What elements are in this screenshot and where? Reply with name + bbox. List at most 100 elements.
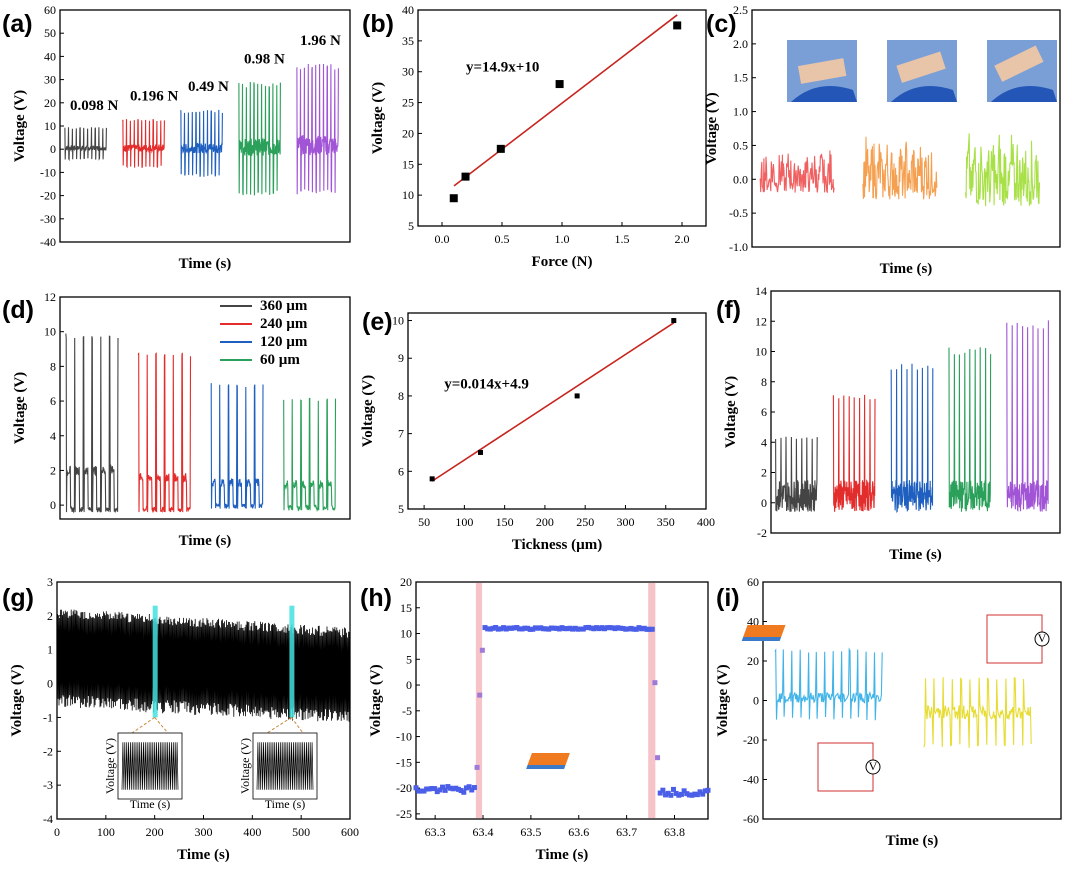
y-axis-label: Voltage (V) — [9, 664, 25, 736]
panel-b: (b) 5 10 15 20 25 30 35 40 0.0 0.5 1.0 1.5 2.0 Force (… — [362, 3, 707, 270]
inset-ylabel: Voltage (V) — [103, 738, 117, 794]
data-point — [678, 791, 684, 797]
fit-equation: y=14.9x+10 — [466, 60, 539, 76]
data-point — [555, 80, 564, 89]
xtick-label: 2.0 — [675, 232, 690, 246]
panel-label-g: (g) — [2, 584, 34, 612]
data-point — [449, 194, 458, 203]
series-line-1 — [65, 333, 119, 514]
ytick-label: 1.5 — [733, 71, 748, 85]
y-axis-label: Voltage (V) — [368, 664, 384, 736]
data-point — [418, 788, 424, 794]
data-point — [644, 626, 650, 632]
data-point — [588, 625, 594, 631]
device-block — [527, 753, 570, 765]
data-point — [628, 625, 634, 631]
series-line-3 — [964, 133, 1041, 207]
xtick-label: 300 — [616, 515, 634, 529]
ytick-label: -1.0 — [729, 240, 748, 254]
ytick-label: 5 — [408, 219, 414, 233]
data-point — [671, 318, 677, 324]
ytick-label: -0.5 — [729, 206, 748, 220]
ytick-label: 15 — [400, 601, 412, 615]
x-axis-label: Force (N) — [532, 254, 593, 270]
inset-xlabel: Time (s) — [130, 797, 171, 811]
series-line-1 — [774, 647, 883, 721]
ytick-label: 15 — [402, 157, 414, 171]
ytick-label: 9 — [398, 351, 404, 365]
xtick-label: 400 — [697, 515, 715, 529]
data-point — [578, 626, 584, 632]
ytick-label: 2.5 — [733, 3, 748, 17]
data-point — [633, 626, 639, 632]
data-point — [509, 625, 515, 631]
series-label: 0.196 N — [130, 88, 179, 104]
data-point — [700, 791, 706, 797]
ytick-label: 30 — [44, 73, 56, 87]
data-point — [496, 144, 505, 153]
panel-h: (h) -25 -20 -15 -10 -5 0 5 10 15 20 63.3 63.4 63.5 63.… — [360, 575, 711, 863]
data-point — [647, 626, 653, 632]
data-point — [559, 625, 565, 631]
ytick-label: -25 — [396, 807, 412, 821]
data-point — [482, 625, 488, 631]
data-point — [530, 626, 536, 632]
data-point — [485, 626, 491, 632]
xtick-label: 63.8 — [664, 825, 685, 839]
voltmeter-icon — [865, 759, 881, 775]
data-point — [453, 785, 459, 791]
xtick-label: 400 — [243, 825, 261, 839]
ytick-label: 12 — [44, 290, 56, 304]
ytick-label: 20 — [44, 96, 56, 110]
data-point — [538, 625, 544, 631]
data-point — [546, 626, 552, 632]
ytick-label: 8 — [398, 389, 404, 403]
data-point — [639, 626, 645, 632]
voltmeter-icon — [1034, 631, 1050, 647]
data-point — [604, 625, 610, 631]
ytick-label: 20 — [400, 575, 412, 589]
ytick-label: 25 — [402, 96, 414, 110]
series-line-5 — [1006, 320, 1049, 513]
series-line-2 — [122, 118, 165, 169]
data-point — [609, 625, 615, 631]
circuit-wire — [817, 742, 874, 792]
data-point — [596, 626, 602, 632]
data-point — [455, 786, 461, 792]
electrode-layer — [741, 637, 782, 641]
ytick-label: 2 — [761, 466, 767, 480]
data-point — [564, 626, 570, 632]
xtick-label: 50 — [418, 515, 430, 529]
inset-xlabel: Time (s) — [265, 797, 306, 811]
x-axis-label: Time (s) — [880, 261, 933, 277]
inset-ylabel: Voltage (V) — [238, 738, 252, 794]
y-axis-label: Voltage (V) — [704, 92, 720, 164]
data-point — [421, 788, 427, 794]
data-point — [620, 625, 626, 631]
y-axis-label: Voltage (V) — [12, 372, 28, 444]
ytick-label: 40 — [402, 3, 414, 17]
data-point — [540, 626, 546, 632]
ytick-label: 0.0 — [733, 172, 748, 186]
panel-a: (a) -40 -30 -20 -10 0 10 20 30 40 50 60 Time (s) Volt… — [2, 3, 351, 272]
ytick-label: 2 — [47, 609, 53, 623]
series-line-3 — [180, 109, 223, 177]
ytick-label: 2 — [50, 463, 56, 477]
legend-label: 60 µm — [260, 352, 300, 368]
data-point — [623, 626, 629, 632]
ytick-label: 0 — [50, 498, 56, 512]
panel-label-f: (f) — [716, 296, 741, 324]
data-point — [612, 626, 618, 632]
plot-frame-d — [59, 296, 351, 520]
data-point — [599, 625, 605, 631]
data-point — [413, 785, 419, 791]
ytick-label: -1 — [43, 710, 53, 724]
xtick-label: 1.0 — [555, 232, 570, 246]
ytick-label: 7 — [398, 427, 404, 441]
xtick-label: 600 — [341, 825, 359, 839]
plot-frame-h — [415, 581, 709, 820]
data-point — [429, 476, 435, 482]
data-point — [461, 789, 467, 795]
data-point — [522, 625, 528, 631]
data-point — [562, 626, 568, 632]
